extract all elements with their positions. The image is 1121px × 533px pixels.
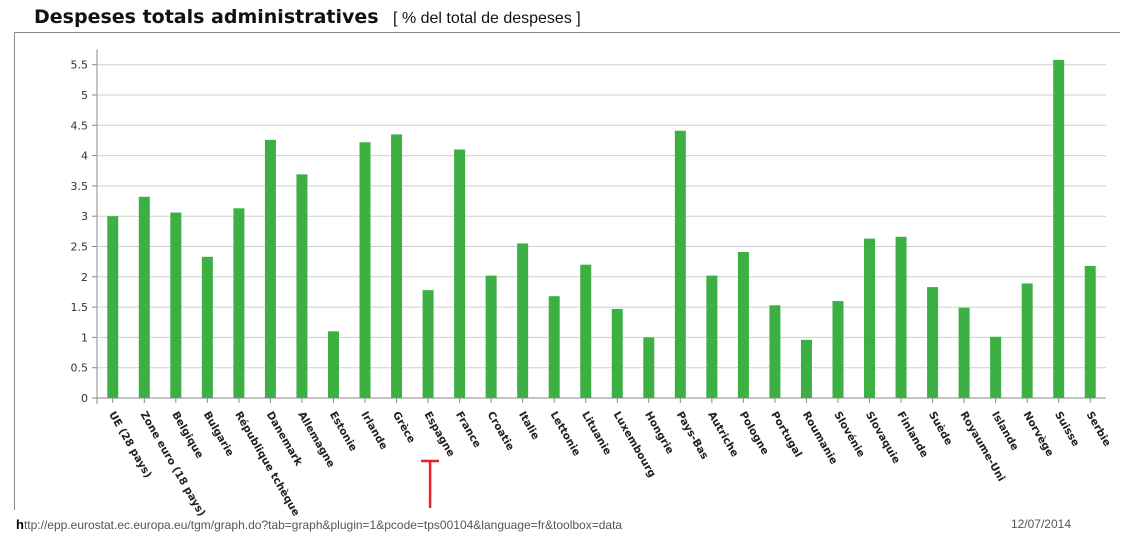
x-category-label: Serbie	[1084, 410, 1113, 449]
x-category-label: Estonie	[327, 410, 359, 454]
x-category-label: Hongrie	[642, 410, 676, 457]
source-url-first-letter: h	[16, 517, 24, 532]
bar[interactable]	[485, 275, 497, 398]
x-category-label: Lituanie	[579, 410, 613, 458]
x-category-label: Norvège	[1021, 410, 1056, 459]
y-tick-label: 3	[81, 210, 88, 223]
source-url-text: ttp://epp.eurostat.ec.europa.eu/tgm/grap…	[23, 518, 623, 532]
bar[interactable]	[611, 308, 623, 398]
bar[interactable]	[958, 307, 970, 398]
chart-subtitle: [ % del total de despeses ]	[393, 10, 581, 27]
x-category-label: Espagne	[421, 410, 456, 459]
bar[interactable]	[296, 174, 308, 398]
x-category-label: Bulgarie	[201, 410, 236, 459]
y-tick-label: 1.5	[71, 301, 89, 314]
x-label-layer: UE (28 pays)Zone euro (18 pays)BelgiqueB…	[106, 410, 1113, 519]
bar[interactable]	[548, 296, 560, 398]
highlight-marker-layer	[421, 459, 440, 508]
bar[interactable]	[706, 275, 718, 398]
x-category-label: Pologne	[737, 410, 771, 457]
bar[interactable]	[674, 130, 686, 398]
x-category-label: Autriche	[705, 410, 741, 459]
bar[interactable]	[1084, 265, 1096, 398]
chart-title: Despeses totals administratives	[34, 6, 379, 28]
bar-layer	[107, 59, 1096, 398]
chart-frame	[14, 32, 1120, 510]
bar[interactable]	[327, 331, 339, 398]
x-category-label: Belgique	[169, 410, 205, 461]
bar[interactable]	[107, 216, 119, 398]
x-category-label: Lettonie	[548, 410, 583, 459]
bar[interactable]	[1053, 59, 1065, 398]
bar[interactable]	[359, 142, 371, 398]
x-category-label: Pays-Bas	[674, 410, 711, 462]
x-category-label: Italie	[516, 410, 542, 442]
x-category-label: Croatie	[485, 410, 517, 453]
y-tick-label: 0.5	[71, 362, 89, 375]
x-category-label: Suisse	[1052, 410, 1082, 449]
bar[interactable]	[927, 287, 939, 398]
bar[interactable]	[580, 264, 592, 398]
x-category-label: Islande	[989, 410, 1021, 453]
title-row: Despeses totals administratives [ % del …	[34, 6, 581, 32]
y-tick-label: 5	[81, 89, 88, 102]
bar[interactable]	[643, 337, 655, 398]
y-tick-label: 4.5	[71, 119, 89, 132]
y-tick-layer: 0 0.5 1 1.5 2 2.5 3 3.5 4 4.5 5 5.5	[71, 59, 89, 405]
y-tick-label: 2.5	[71, 241, 89, 254]
bar[interactable]	[233, 208, 245, 398]
y-tick-label: 3.5	[71, 180, 89, 193]
bar[interactable]	[864, 238, 876, 398]
bar[interactable]	[737, 251, 749, 398]
x-category-label: Slovénie	[831, 410, 867, 460]
bar[interactable]	[832, 301, 844, 398]
y-tick-label: 4	[81, 150, 88, 163]
bar[interactable]	[201, 256, 213, 398]
bar[interactable]	[454, 149, 466, 398]
bar[interactable]	[769, 305, 781, 398]
footer-date: 12/07/2014	[1010, 517, 1071, 531]
source-url[interactable]: http://epp.eurostat.ec.europa.eu/tgm/gra…	[16, 517, 622, 532]
x-category-label: Portugal	[768, 410, 804, 460]
bar[interactable]	[391, 134, 403, 398]
x-category-label: République tchèque	[232, 410, 302, 519]
bar[interactable]	[895, 236, 907, 398]
bar[interactable]	[422, 290, 434, 398]
x-category-label: Suède	[926, 410, 955, 448]
y-tick-label: 2	[81, 271, 88, 284]
bar[interactable]	[517, 243, 529, 398]
bar[interactable]	[1021, 283, 1033, 398]
bar[interactable]	[138, 196, 150, 398]
bar[interactable]	[170, 212, 182, 398]
y-tick-label: 5.5	[71, 59, 89, 72]
bar[interactable]	[800, 339, 812, 398]
y-tick-label: 1	[81, 331, 88, 344]
bar[interactable]	[990, 336, 1002, 398]
y-tick-label: 0	[81, 392, 88, 405]
x-category-label: Irlande	[358, 410, 389, 452]
x-category-label: Finlande	[894, 410, 930, 460]
x-category-label: Grèce	[390, 410, 418, 446]
x-category-label: France	[453, 410, 483, 450]
bar[interactable]	[264, 139, 276, 398]
